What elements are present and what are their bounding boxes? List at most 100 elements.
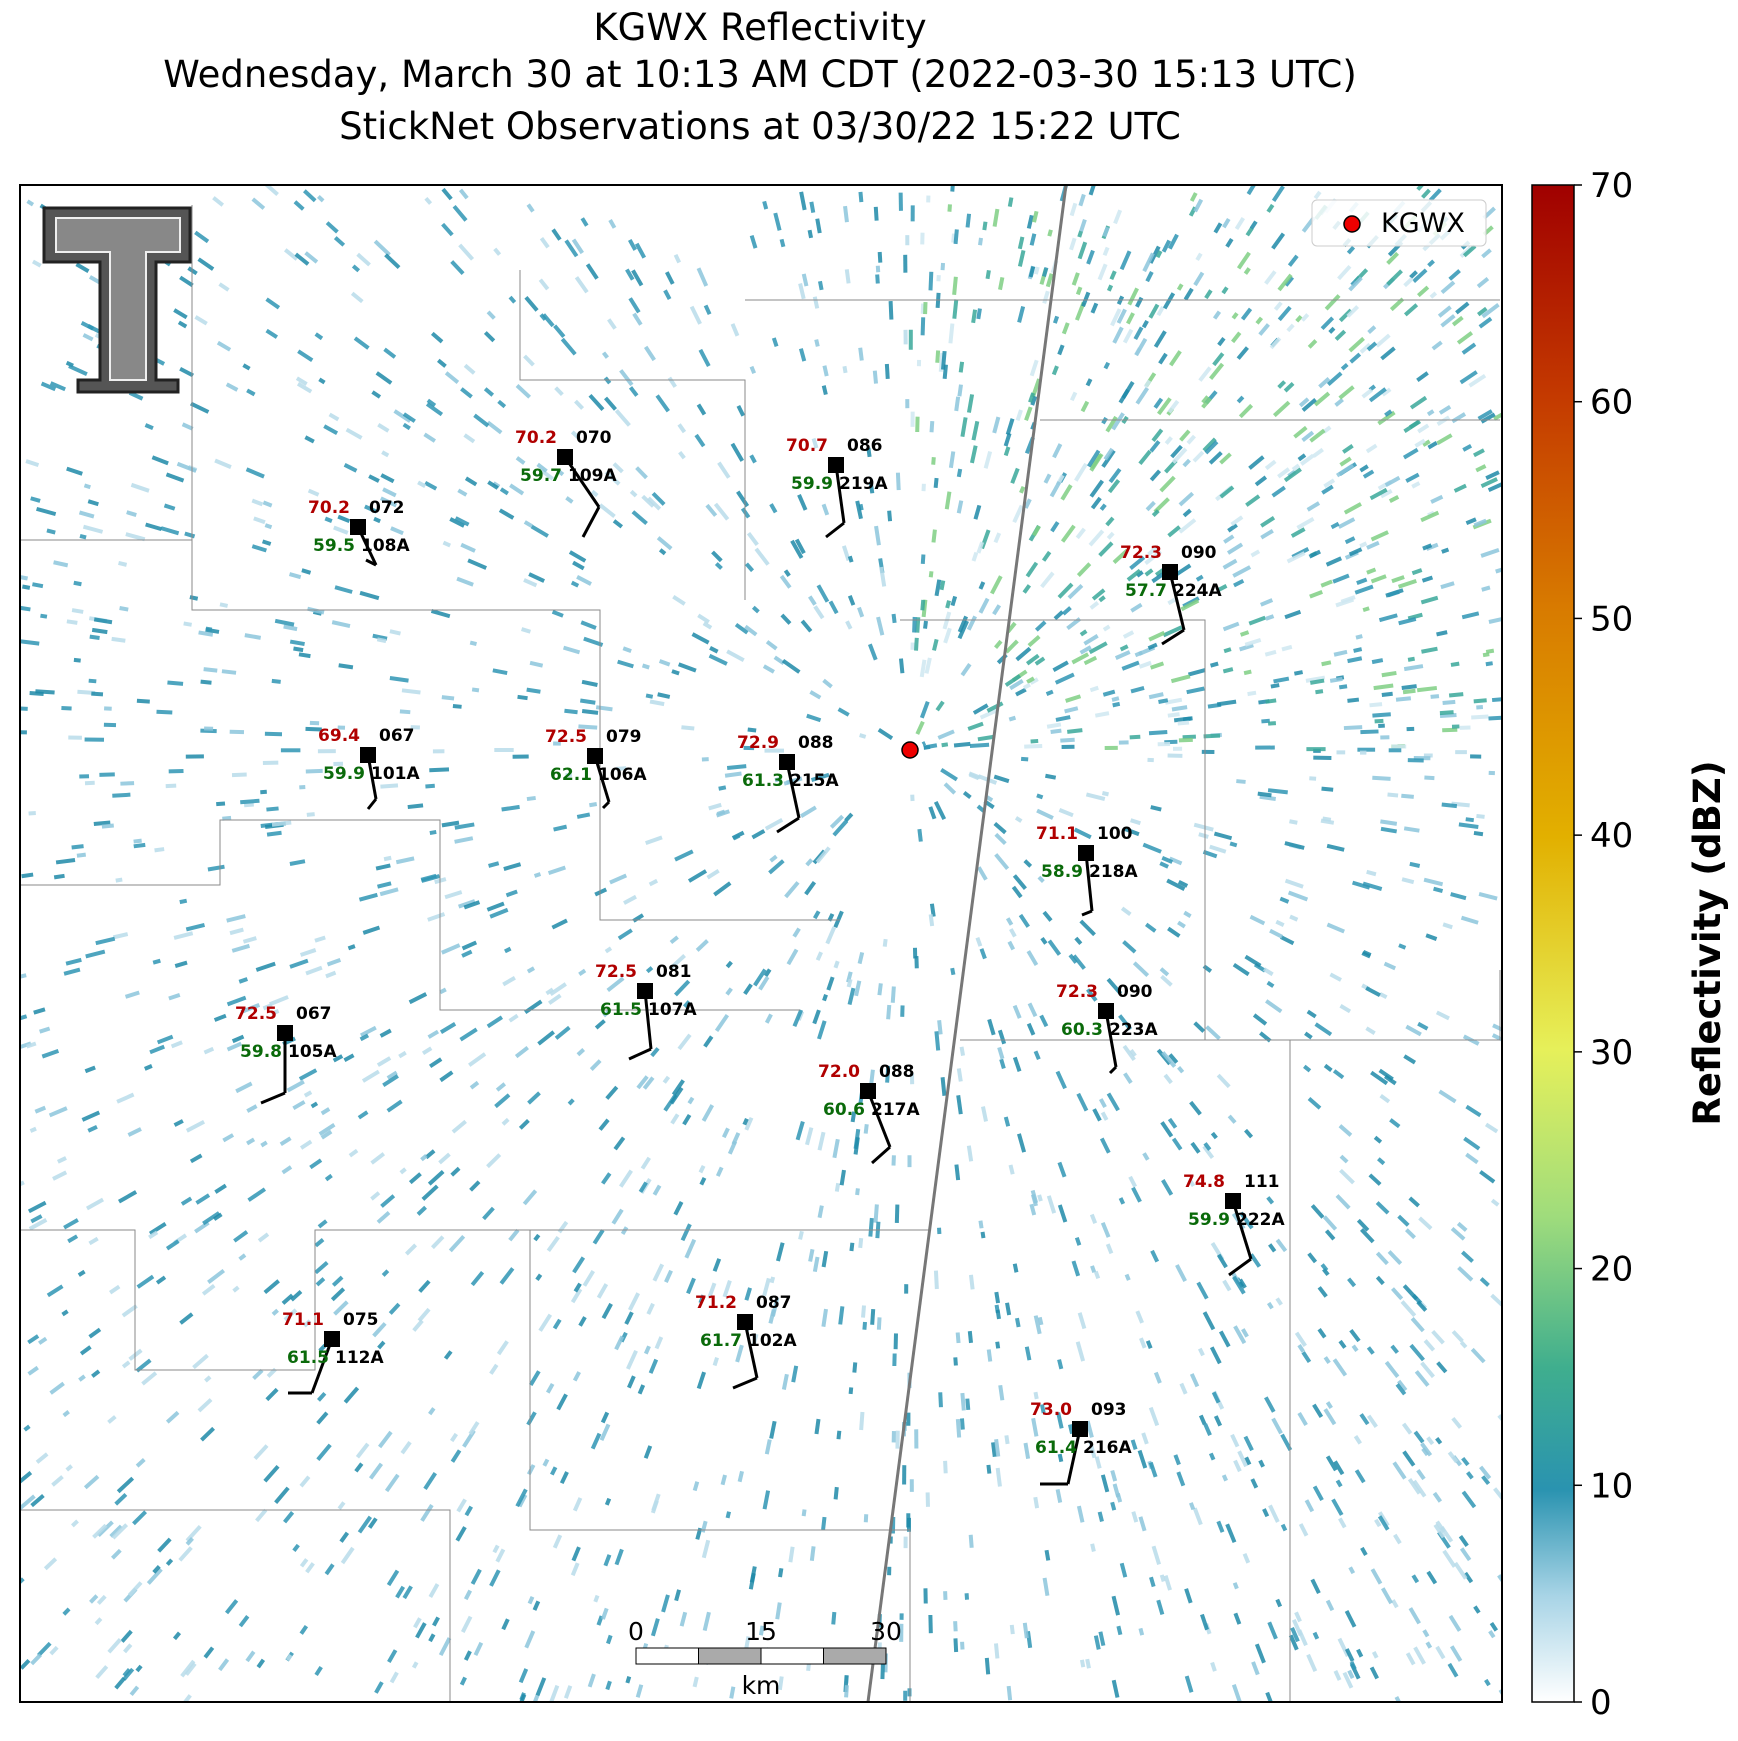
echo	[1086, 249, 1095, 265]
echo	[1115, 1492, 1123, 1503]
echo	[821, 503, 830, 516]
echo	[318, 1122, 336, 1136]
echo	[515, 1488, 528, 1508]
echo	[1414, 438, 1426, 448]
echo	[1257, 791, 1272, 798]
echo	[1406, 726, 1415, 732]
echo	[126, 510, 137, 517]
echo	[343, 1053, 355, 1063]
echo	[941, 742, 949, 748]
echo	[368, 1462, 384, 1480]
echo	[444, 371, 460, 384]
echo	[225, 382, 239, 392]
echo	[614, 409, 631, 427]
echo	[1339, 1004, 1352, 1014]
wind-staff	[1168, 571, 1186, 631]
echo	[1130, 1439, 1138, 1450]
echo	[702, 621, 713, 630]
echo	[1089, 479, 1105, 498]
echo	[1425, 933, 1438, 941]
echo	[375, 863, 391, 871]
echo	[114, 1493, 128, 1506]
echo	[1231, 1684, 1242, 1702]
echo	[91, 691, 104, 697]
echo	[1288, 1634, 1299, 1651]
echo	[948, 323, 955, 344]
echo	[1380, 826, 1398, 834]
echo	[1086, 988, 1098, 1002]
echo	[1179, 429, 1191, 442]
echo	[88, 1327, 102, 1339]
scale-segment	[635, 1647, 699, 1665]
echo	[1477, 409, 1493, 421]
echo	[536, 462, 548, 473]
echo	[959, 1046, 966, 1056]
echo	[783, 569, 791, 577]
echo	[1057, 344, 1065, 356]
echo	[749, 365, 757, 374]
echo	[1116, 1625, 1123, 1636]
echo	[915, 617, 921, 633]
echo	[381, 1269, 390, 1277]
dewpoint: 61.4	[1035, 1438, 1077, 1458]
echo	[1139, 1337, 1147, 1349]
echo	[1405, 1024, 1422, 1037]
echo	[926, 195, 931, 203]
echo	[727, 1140, 738, 1155]
echo	[1290, 527, 1306, 538]
echo	[1142, 252, 1155, 273]
echo	[715, 809, 730, 818]
echo	[1092, 1108, 1102, 1122]
echo	[526, 795, 536, 802]
echo	[1442, 1549, 1457, 1568]
echo	[1173, 1454, 1181, 1466]
echo	[762, 664, 775, 674]
echo	[1304, 1031, 1313, 1040]
echo	[1426, 1570, 1438, 1585]
scale-segment	[760, 1647, 824, 1665]
echo	[486, 1015, 504, 1029]
echo	[364, 504, 378, 514]
echo	[790, 539, 804, 559]
echo	[35, 689, 55, 695]
wind-staff	[1066, 1428, 1082, 1485]
echo	[456, 576, 474, 587]
echo	[986, 1464, 992, 1474]
echo	[353, 336, 370, 350]
echo	[1289, 819, 1298, 825]
echo	[426, 398, 437, 408]
echo	[1130, 818, 1141, 826]
echo	[343, 463, 358, 473]
echo	[795, 1121, 805, 1141]
echo	[928, 806, 937, 820]
echo	[1230, 1433, 1240, 1448]
echo	[1412, 1479, 1427, 1498]
echo	[1369, 702, 1383, 708]
echo	[1487, 480, 1502, 493]
echo	[1281, 644, 1293, 652]
echo	[858, 347, 864, 361]
echo	[233, 1230, 249, 1243]
echo	[665, 271, 675, 285]
echo	[244, 633, 262, 640]
echo	[1203, 1423, 1212, 1436]
echo	[1168, 856, 1183, 866]
echo	[539, 237, 550, 249]
echo	[1475, 464, 1487, 473]
colorbar-tick-label: 40	[1590, 816, 1633, 856]
echo	[981, 1106, 988, 1122]
echo	[1377, 410, 1396, 426]
echo	[920, 599, 926, 611]
echo	[1412, 268, 1428, 283]
echo	[123, 1643, 133, 1654]
echo	[886, 1004, 892, 1020]
echo	[1260, 598, 1274, 607]
echo	[1449, 1645, 1463, 1662]
echo	[1397, 1214, 1410, 1227]
echo	[874, 525, 881, 546]
echo	[1437, 305, 1452, 318]
echo	[562, 645, 581, 655]
echo	[379, 496, 398, 508]
